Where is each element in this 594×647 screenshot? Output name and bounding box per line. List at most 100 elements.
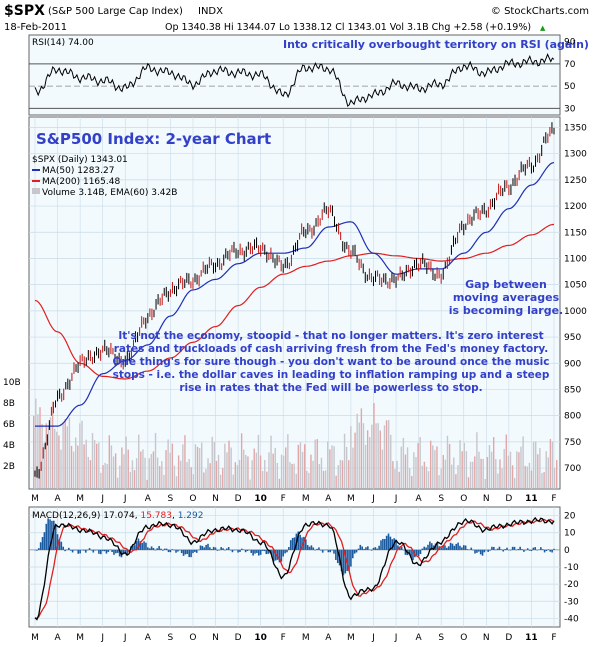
volume-bar (142, 449, 144, 488)
macd-hist-bar (156, 548, 159, 550)
macd-hist-bar (101, 549, 104, 552)
macd-hist-bar (468, 549, 471, 551)
macd-hist-bar (68, 547, 70, 550)
x-tick-label: M (347, 633, 355, 643)
volume-bar (507, 455, 510, 488)
volume-bar (68, 417, 71, 488)
macd-hist-bar (64, 549, 66, 552)
volume-bar (516, 451, 518, 488)
macd-hist-bar (124, 549, 127, 554)
volume-bar (213, 442, 216, 488)
volume-bar (278, 478, 281, 488)
x-tick-label: S (438, 633, 444, 643)
rsi-panel (28, 34, 561, 116)
volume-bar (327, 441, 329, 488)
macd-hist-bar (289, 540, 292, 550)
macd-hist-bar (248, 549, 251, 551)
macd-hist-bar (244, 549, 247, 553)
macd-hist-bar (197, 549, 200, 551)
macd-hist-bar (477, 549, 480, 552)
volume-bar (56, 431, 58, 488)
macd-hist-bar (318, 547, 320, 550)
volume-bar (377, 423, 379, 488)
volume-bar (528, 462, 531, 488)
macd-hist-bar (252, 549, 254, 556)
macd-hist-bar (241, 548, 243, 550)
macd-hist-bar (547, 549, 550, 550)
macd-hist-bar (257, 549, 260, 556)
volume-bar (47, 426, 50, 488)
macd-hist-bar (109, 549, 112, 551)
macd-histogram (34, 518, 555, 576)
price-tick-label: 900 (564, 359, 581, 369)
macd-hist-bar (288, 547, 290, 550)
macd-hist-bar (442, 545, 444, 550)
volume-bar (72, 451, 75, 488)
macd-hist-bar (462, 545, 465, 550)
volume-bar (423, 461, 426, 488)
macd-axis: 20 10 0 -10 -20 -30 -40 (564, 512, 579, 625)
volume-bar (432, 445, 434, 488)
volume-bar (526, 466, 528, 488)
volume-bar (316, 439, 318, 488)
volume-bar (303, 444, 306, 488)
macd-hist-bar (536, 549, 538, 551)
macd-hist-bar (133, 545, 136, 550)
volume-bar (459, 440, 461, 488)
volume-bar (488, 445, 491, 488)
x-tick-label: F (281, 633, 286, 643)
macd-hist-bar (489, 549, 491, 551)
macd-hist-bar (541, 549, 544, 550)
source-credit: © StockCharts.com (491, 6, 589, 17)
macd-hist-bar (374, 547, 377, 550)
volume-bar (490, 451, 493, 488)
macd-hist-bar (218, 549, 221, 551)
macd-line (34, 516, 555, 621)
volume-bar (371, 424, 373, 488)
volume-bar (310, 454, 312, 488)
macd-hist-bar (77, 549, 80, 554)
x-tick-label: N (212, 633, 219, 643)
macd-hist-bar (538, 549, 540, 550)
macd-hist-bar (160, 548, 162, 550)
macd-hist-bar (504, 549, 506, 550)
macd-hist-bar (316, 548, 318, 550)
macd-hist-bar (274, 549, 277, 561)
rsi-tick-label: 70 (564, 60, 576, 70)
volume-bar (394, 469, 396, 488)
volume-bar (87, 456, 90, 488)
macd-hist-bar (363, 548, 365, 550)
macd-hist-bar (449, 542, 452, 550)
volume-bar (119, 465, 121, 488)
volume-bar (123, 454, 125, 488)
macd-hist-bar (66, 549, 68, 551)
macd-hist-bar (419, 549, 422, 555)
macd-hist-bar (367, 546, 369, 550)
macd-tick-label: -30 (564, 597, 579, 607)
macd-hist-bar (461, 547, 463, 550)
volume-bar (268, 452, 270, 488)
macd-hist-bar (519, 546, 521, 550)
x-tick-label: O (189, 633, 196, 643)
volume-bar (64, 419, 66, 488)
x-tick-label: S (438, 494, 444, 504)
macd-hist-bar (385, 535, 388, 550)
macd-hist-bar (446, 547, 448, 550)
x-tick-label: F (281, 494, 286, 504)
volume-bar (503, 449, 505, 488)
price-tick-label: 950 (564, 333, 581, 343)
macd-hist-bar (491, 546, 493, 550)
volume-bar (411, 476, 413, 488)
x-tick-label: N (212, 494, 219, 504)
volume-bar (255, 452, 258, 488)
volume-bar (236, 465, 239, 488)
volume-axis: 10B 8B 6B 4B 2B (3, 378, 21, 472)
gap-note: Gap between moving averages is becoming … (449, 278, 563, 317)
macd-hist-bar (43, 532, 46, 550)
macd-hist-bar (429, 541, 431, 550)
macd-hist-bar (521, 549, 523, 550)
price-tick-label: 1350 (564, 123, 587, 133)
macd-hist-bar (500, 549, 503, 550)
macd-hist-bar (267, 549, 269, 554)
volume-bar (551, 441, 554, 488)
